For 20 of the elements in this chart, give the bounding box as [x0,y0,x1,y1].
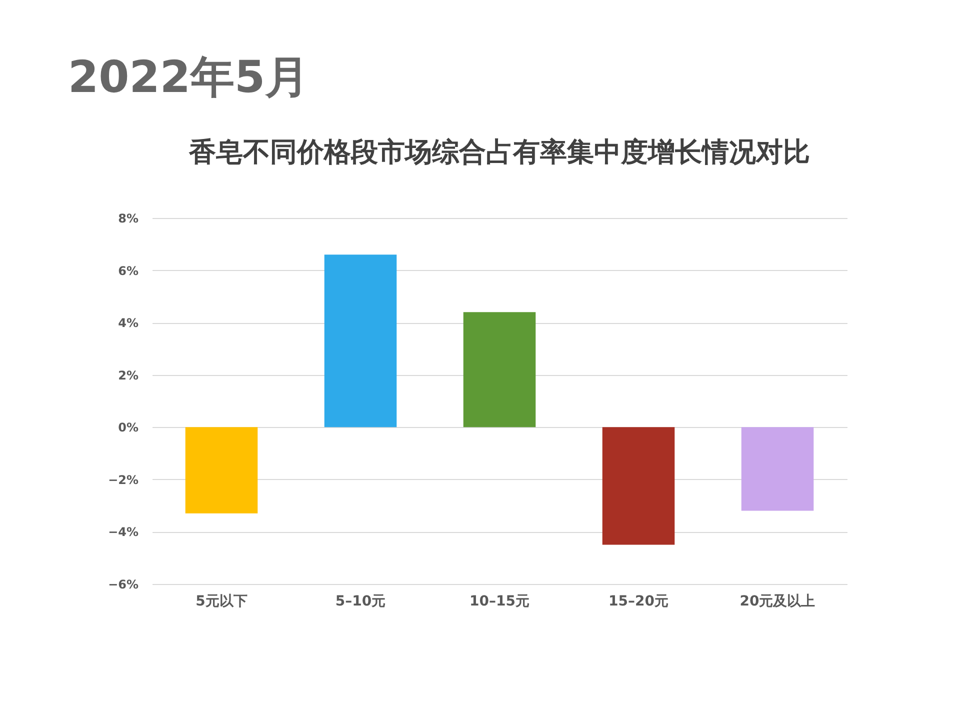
text: 2022年5月 [68,51,310,105]
bar [324,254,397,428]
y-tick-label: 2% [118,368,138,382]
x-tick-label: 20元及以上 [740,594,816,610]
bar [741,427,814,511]
bar [185,427,258,514]
bar [602,427,675,545]
y-tick-label: 6% [118,264,138,278]
y-tick-label: 4% [118,316,138,330]
y-tick-label: −4% [108,525,138,540]
chart-title: 香皂不同价格段市场综合占有率集中度增长情况对比 [188,137,810,168]
y-tick-label: −2% [108,472,138,487]
x-tick-label: 10–15元 [470,594,530,610]
y-tick-label: 0% [118,420,138,435]
x-tick-label: 15–20元 [608,594,668,610]
x-tick-label: 5元以下 [196,594,248,610]
y-tick-label: 8% [118,212,138,226]
bar [463,312,536,428]
x-tick-label: 5–10元 [335,594,386,610]
y-tick-label: −6% [108,578,138,592]
